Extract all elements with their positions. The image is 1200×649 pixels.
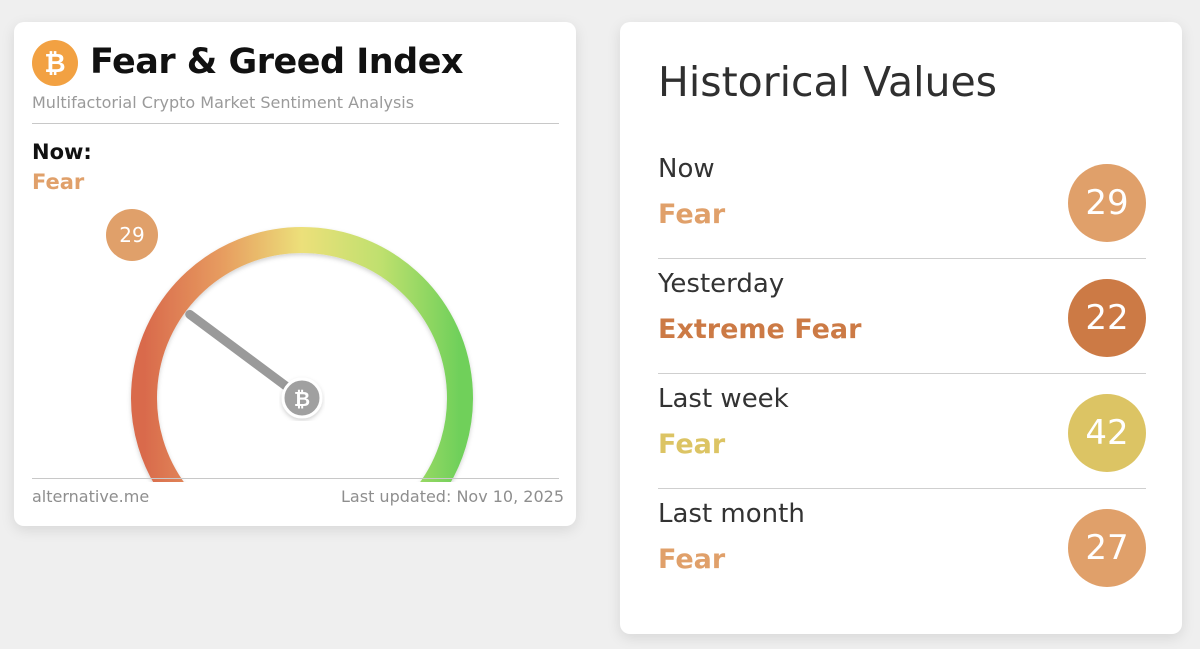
footer-divider	[32, 478, 559, 479]
history-row-last-month: Last month Fear 27	[658, 489, 1146, 603]
history-classification: Fear	[658, 544, 726, 575]
header-divider	[32, 123, 559, 124]
page-subtitle: Multifactorial Crypto Market Sentiment A…	[32, 93, 415, 112]
history-classification: Fear	[658, 199, 726, 230]
gauge-value-badge: 29	[106, 209, 158, 261]
historical-values-card: Historical Values Now Fear 29 Yesterday …	[620, 22, 1182, 634]
history-value-badge: 42	[1068, 394, 1146, 472]
history-value-badge: 29	[1068, 164, 1146, 242]
historical-values-title: Historical Values	[658, 58, 998, 106]
bitcoin-icon: ₿	[32, 40, 78, 86]
history-classification: Fear	[658, 429, 726, 460]
sentiment-gauge: ₿	[131, 227, 473, 482]
last-updated: Last updated: Nov 10, 2025	[341, 487, 564, 506]
history-classification: Extreme Fear	[658, 314, 862, 345]
history-row-yesterday: Yesterday Extreme Fear 22	[658, 259, 1146, 374]
now-classification: Fear	[32, 170, 85, 194]
gauge-hub-bitcoin-icon: ₿	[294, 387, 310, 411]
page-title: Fear & Greed Index	[90, 42, 464, 82]
history-label: Now	[658, 154, 715, 184]
source-link[interactable]: alternative.me	[32, 487, 150, 506]
now-label: Now:	[32, 140, 92, 164]
gauge-arc	[131, 227, 473, 482]
history-row-last-week: Last week Fear 42	[658, 374, 1146, 489]
gauge-hub	[281, 377, 323, 419]
history-label: Last month	[658, 499, 805, 529]
gauge-needle	[185, 309, 307, 403]
history-label: Yesterday	[658, 269, 785, 299]
history-value-badge: 22	[1068, 279, 1146, 357]
fear-greed-index-card: ₿ Fear & Greed Index Multifactorial Cryp…	[14, 22, 576, 526]
history-value-badge: 27	[1068, 509, 1146, 587]
history-label: Last week	[658, 384, 789, 414]
history-row-now: Now Fear 29	[658, 144, 1146, 259]
